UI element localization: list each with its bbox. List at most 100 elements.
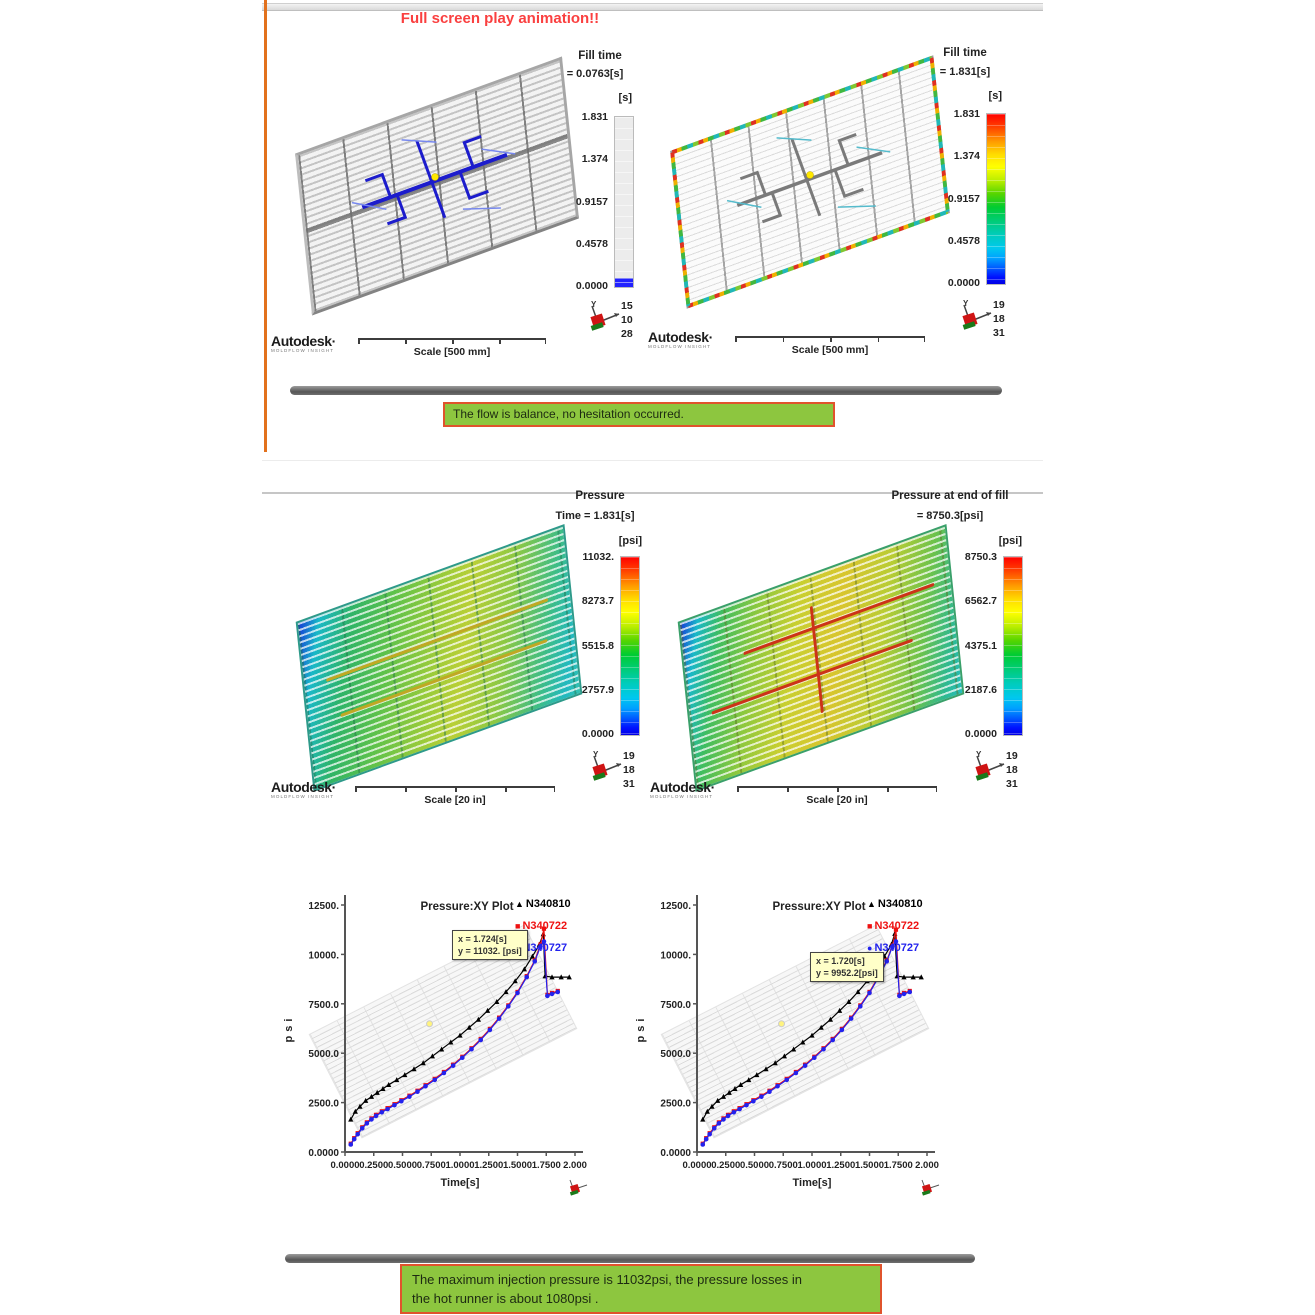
svg-text:1.0000: 1.0000 bbox=[445, 1160, 474, 1171]
axis-triad-icon: Y 15 10 28 bbox=[583, 298, 653, 348]
colorbar-pressure-right bbox=[1003, 556, 1023, 736]
legend-entry: ▲ N340810 bbox=[867, 898, 953, 910]
colorbar-fill-left bbox=[614, 116, 634, 288]
legend-title: Pressure bbox=[575, 490, 625, 502]
legend-title: Pressure at end of fill bbox=[891, 490, 1009, 502]
xy-plot-canvas: 0.0000 2500.0 5000.0 7500.0 10000. 12500. 0.00… bbox=[635, 895, 939, 1189]
triad-y-value: 18 bbox=[993, 313, 1005, 325]
pressure-xy-plot-left: 0.0000 2500.0 5000.0 7500.0 10000. 12500. 0.00… bbox=[262, 878, 602, 1208]
colorbar-tick: 0.0000 bbox=[575, 280, 608, 292]
colorbar-tick: 0.9157 bbox=[575, 196, 608, 208]
autodesk-wordmark: Autodesk· bbox=[271, 333, 336, 349]
section-divider-bar bbox=[290, 386, 1002, 395]
svg-text:5000.0: 5000.0 bbox=[660, 1049, 691, 1060]
autodesk-logo: Autodesk· MOLDFLOW INSIGHT bbox=[648, 330, 713, 350]
svg-text:0.5000: 0.5000 bbox=[388, 1160, 417, 1171]
colorbar-tick: 0.0000 bbox=[964, 728, 997, 740]
legend-node-label: N340727 bbox=[522, 942, 568, 954]
colorbar-tick: 1.831 bbox=[953, 108, 980, 120]
legend-entry: ●N340727 bbox=[515, 942, 601, 954]
svg-text:0.0000: 0.0000 bbox=[308, 1148, 339, 1159]
page-title: Full screen play animation!! bbox=[400, 10, 600, 27]
fill-contour-edge bbox=[929, 57, 950, 213]
note-line-1: The maximum injection pressure is 11032p… bbox=[412, 1272, 802, 1287]
autodesk-subtext: MOLDFLOW INSIGHT bbox=[271, 348, 335, 353]
colorbar-tick: 2757.9 bbox=[581, 684, 614, 696]
svg-text:0.7500: 0.7500 bbox=[417, 1160, 446, 1171]
square-marker-icon: ■ bbox=[515, 921, 521, 931]
autodesk-wordmark: Autodesk· bbox=[271, 779, 336, 795]
svg-text:0.2500: 0.2500 bbox=[359, 1160, 388, 1171]
injection-point-dot bbox=[806, 171, 814, 179]
runner-system-blue bbox=[351, 135, 516, 226]
xy-plot-title: Pressure:XY Plot bbox=[772, 901, 866, 913]
pressure-end-of-fill-plot bbox=[660, 520, 982, 802]
triad-z-value: 31 bbox=[1006, 778, 1018, 790]
scale-bar: Scale [20 in] bbox=[355, 786, 555, 806]
svg-text:12500.: 12500. bbox=[660, 901, 691, 912]
svg-text:2500.0: 2500.0 bbox=[660, 1099, 691, 1110]
colorbar-tick: 6562.7 bbox=[964, 595, 997, 607]
colorbar-tick: 1.374 bbox=[953, 150, 980, 162]
fill-contour-edge bbox=[670, 151, 691, 307]
max-pressure-note: The maximum injection pressure is 11032p… bbox=[400, 1264, 882, 1314]
svg-text:2500.0: 2500.0 bbox=[308, 1099, 339, 1110]
colorbar-tick: 4375.1 bbox=[964, 640, 997, 652]
scale-label: Scale [500 mm] bbox=[791, 344, 869, 356]
mesh-plate-pressure-hot bbox=[677, 524, 965, 792]
autodesk-logo: Autodesk· MOLDFLOW INSIGHT bbox=[650, 780, 715, 800]
probe-tooltip: x = 1.720[s] y = 9952.2[psi] bbox=[810, 952, 884, 982]
svg-text:5000.0: 5000.0 bbox=[308, 1049, 339, 1060]
tooltip-y-value: y = 11032. [psi] bbox=[458, 946, 522, 956]
colorbar-tick: 0.4578 bbox=[575, 238, 608, 250]
colorbar-tick: 1.831 bbox=[581, 111, 608, 123]
svg-text:0.0000: 0.0000 bbox=[682, 1160, 711, 1171]
svg-text:1.5000: 1.5000 bbox=[855, 1160, 884, 1171]
legend-unit: [psi] bbox=[618, 535, 642, 547]
colorbar-tick: 8750.3 bbox=[964, 551, 997, 563]
legend-node-label: N340727 bbox=[874, 942, 920, 954]
svg-text:Y: Y bbox=[593, 750, 599, 759]
svg-text:1.0000: 1.0000 bbox=[797, 1160, 826, 1171]
colorbar-tick: 5515.8 bbox=[581, 640, 614, 652]
faint-rule bbox=[262, 460, 1043, 461]
note-line-2: the hot runner is about 1080psi . bbox=[412, 1291, 599, 1306]
svg-text:Time[s]: Time[s] bbox=[441, 1177, 480, 1189]
axis-triad-icon bbox=[921, 1179, 940, 1196]
svg-text:7500.0: 7500.0 bbox=[660, 1000, 691, 1011]
svg-text:12500.: 12500. bbox=[308, 901, 339, 912]
triad-y-value: 18 bbox=[623, 764, 635, 776]
xy-plot-title: Pressure:XY Plot bbox=[420, 901, 514, 913]
pressure-time-plot bbox=[278, 520, 600, 802]
legend-title: Fill time bbox=[578, 50, 622, 62]
autodesk-subtext: MOLDFLOW INSIGHT bbox=[271, 794, 335, 799]
autodesk-logo: Autodesk· MOLDFLOW INSIGHT bbox=[271, 780, 336, 800]
svg-text:Y: Y bbox=[963, 299, 969, 308]
colorbar-fill-right bbox=[986, 113, 1006, 285]
legend-entry: ▲ N340810 bbox=[515, 898, 601, 910]
svg-text:7500.0: 7500.0 bbox=[308, 1000, 339, 1011]
autodesk-subtext: MOLDFLOW INSIGHT bbox=[650, 794, 714, 799]
legend-value: = 8750.3[psi] bbox=[916, 510, 984, 522]
section-rule bbox=[262, 492, 1043, 494]
circle-marker-icon: ● bbox=[867, 943, 873, 953]
svg-text:0.0000: 0.0000 bbox=[660, 1148, 691, 1159]
legend-value: Time = 1.831[s] bbox=[555, 510, 635, 522]
probe-tooltip: x = 1.724[s] y = 11032. [psi] bbox=[452, 930, 528, 960]
svg-text:2.000: 2.000 bbox=[915, 1160, 939, 1171]
autodesk-wordmark: Autodesk· bbox=[650, 779, 715, 795]
svg-text:Y: Y bbox=[976, 750, 982, 759]
scale-bar: Scale [500 mm] bbox=[358, 338, 546, 358]
triad-x-value: 19 bbox=[993, 299, 1005, 311]
flow-balance-note: The flow is balance, no hesitation occur… bbox=[443, 402, 835, 427]
triangle-marker-icon: ▲ bbox=[867, 899, 876, 909]
tooltip-y-value: y = 9952.2[psi] bbox=[816, 968, 878, 978]
triad-x-value: 15 bbox=[621, 300, 633, 312]
legend-node-label: N340810 bbox=[877, 898, 923, 910]
pressure-contour-line bbox=[810, 605, 825, 714]
left-orange-rule bbox=[264, 0, 267, 452]
square-marker-icon: ■ bbox=[867, 921, 873, 931]
legend-value: = 1.831[s] bbox=[939, 66, 991, 78]
legend-title: Fill time bbox=[943, 47, 987, 59]
xy-plot-canvas: 0.0000 2500.0 5000.0 7500.0 10000. 12500. 0.00… bbox=[283, 895, 587, 1189]
